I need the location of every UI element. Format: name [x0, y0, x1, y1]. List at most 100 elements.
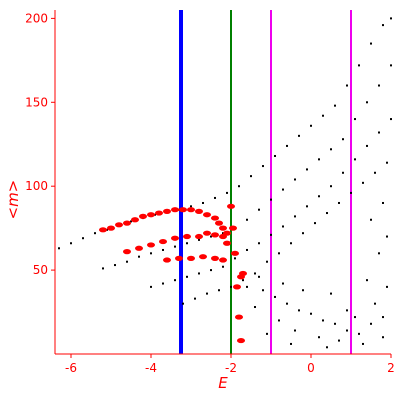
data-point [186, 242, 188, 245]
data-point [374, 171, 376, 174]
data-point [138, 255, 140, 258]
data-point [187, 207, 195, 213]
x-axis-title: E [218, 374, 228, 392]
data-point [286, 144, 288, 147]
data-point [135, 245, 143, 251]
data-point [235, 314, 243, 320]
data-point [183, 233, 191, 240]
data-point [58, 247, 60, 250]
data-point [334, 104, 336, 107]
data-point [290, 342, 292, 345]
data-point [310, 124, 312, 127]
data-point [278, 319, 280, 322]
data-point [215, 220, 223, 226]
data-point [234, 257, 236, 260]
data-point [147, 242, 155, 248]
data-point [203, 230, 211, 236]
data-point [198, 272, 200, 275]
data-point [163, 208, 171, 214]
data-point [206, 292, 208, 295]
data-point [219, 257, 227, 263]
data-point [366, 279, 368, 282]
data-point [266, 260, 268, 263]
data-point [342, 138, 344, 141]
data-point [163, 257, 171, 263]
data-point [211, 255, 219, 261]
data-point [171, 207, 179, 213]
data-point [294, 329, 296, 332]
data-point [246, 218, 248, 221]
x-tick-label: -6 [65, 361, 77, 375]
data-point [211, 232, 219, 238]
data-point [294, 215, 296, 218]
data-point [115, 222, 123, 228]
data-point [190, 205, 192, 208]
data-point [346, 329, 348, 332]
x-tick-label: 2 [387, 361, 395, 375]
data-point [218, 289, 220, 292]
data-point [290, 242, 292, 245]
data-point [366, 101, 368, 104]
data-point [174, 245, 176, 248]
data-point [350, 191, 352, 194]
data-point [182, 302, 184, 305]
data-point [374, 302, 376, 305]
data-point [219, 225, 227, 231]
data-point [354, 118, 356, 121]
data-point [195, 233, 203, 240]
data-point [114, 264, 116, 267]
data-point [370, 218, 372, 221]
data-point [250, 175, 252, 178]
data-point [70, 242, 72, 245]
data-point [107, 225, 115, 231]
data-point [194, 297, 196, 300]
data-point [237, 274, 245, 280]
y-tick-label: 200 [25, 11, 48, 25]
data-point [346, 84, 348, 87]
data-point [198, 238, 200, 241]
data-point [155, 210, 163, 216]
data-point [318, 158, 320, 161]
data-point [230, 285, 232, 288]
data-point [382, 201, 384, 204]
data-point [302, 232, 304, 235]
data-point [222, 265, 224, 268]
data-point [175, 255, 183, 261]
data-point [203, 212, 211, 218]
data-point [282, 225, 284, 228]
data-point [326, 212, 328, 215]
data-point [150, 285, 152, 288]
data-point [286, 302, 288, 305]
data-point [310, 312, 312, 315]
data-point [174, 279, 176, 282]
data-point [131, 217, 139, 223]
data-point [322, 319, 324, 322]
data-point [358, 64, 360, 67]
data-point [210, 235, 212, 238]
data-point [258, 275, 260, 278]
data-point [322, 114, 324, 117]
data-point [266, 332, 268, 335]
data-point [162, 248, 164, 251]
data-point [179, 207, 187, 213]
data-point [195, 208, 203, 214]
data-point [330, 292, 332, 295]
data-point [330, 185, 332, 188]
y-tick-label: 50 [33, 263, 48, 277]
data-point [274, 295, 276, 298]
data-point [302, 289, 304, 292]
data-point [147, 212, 155, 218]
data-point [102, 267, 104, 270]
y-axis-title: <m> [4, 180, 22, 220]
data-point [262, 165, 264, 168]
x-tick-label: -4 [145, 361, 157, 375]
data-point [210, 269, 212, 272]
data-point [258, 208, 260, 211]
data-point [94, 232, 96, 235]
data-point [318, 336, 320, 339]
y-axis-ticks: 50 100 150 200 [25, 11, 55, 277]
data-point [99, 227, 107, 233]
data-point [214, 196, 216, 199]
data-point [330, 148, 332, 151]
